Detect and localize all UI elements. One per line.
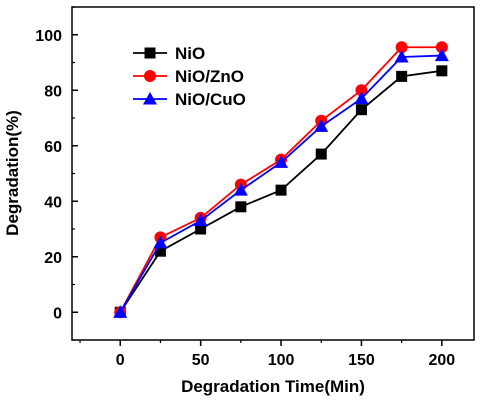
data-point <box>434 48 449 62</box>
series-nio-zno <box>114 41 448 319</box>
legend-marker <box>144 70 156 82</box>
data-point <box>355 84 368 97</box>
x-tick-label: 0 <box>116 352 125 369</box>
data-point <box>193 213 208 227</box>
series-line <box>119 46 442 313</box>
data-point <box>314 119 329 132</box>
series-nio <box>114 65 448 318</box>
series-layer <box>113 41 449 319</box>
x-tick-label: 50 <box>192 352 210 369</box>
series-line <box>119 54 442 313</box>
x-tick-label: 200 <box>428 352 455 369</box>
y-tick-label: 0 <box>53 305 62 322</box>
data-point <box>435 41 448 54</box>
legend-marker <box>144 47 156 59</box>
data-point <box>195 223 207 235</box>
data-point <box>396 70 408 82</box>
data-point <box>153 235 168 249</box>
data-point <box>235 201 247 213</box>
axes: 0 20 40 60 80 100 0 50 100 150 200 <box>35 6 455 369</box>
x-tick-label: 150 <box>348 352 375 369</box>
legend: NiO NiO/ZnO NiO/CuO <box>133 44 246 109</box>
y-tick-label: 20 <box>44 250 62 267</box>
legend-item: NiO/ZnO <box>133 67 244 86</box>
legend-label: NiO/ZnO <box>175 67 244 86</box>
legend-item: NiO/CuO <box>133 90 246 109</box>
y-axis-title: Degradation(%) <box>3 110 22 236</box>
legend-label: NiO <box>175 44 205 63</box>
data-point <box>154 245 166 257</box>
data-point <box>274 155 289 168</box>
y-tick-label: 40 <box>44 194 62 211</box>
legend-label: NiO/CuO <box>175 90 246 109</box>
y-tick-label: 60 <box>44 139 62 156</box>
y-tick-label: 80 <box>44 83 62 100</box>
data-point <box>233 183 248 196</box>
legend-marker <box>143 92 157 105</box>
data-point <box>394 49 409 63</box>
data-point <box>355 104 367 116</box>
x-tick-label: 100 <box>268 352 295 369</box>
data-point <box>275 184 287 196</box>
data-point <box>436 65 448 77</box>
y-tick-label: 100 <box>35 28 62 45</box>
x-axis-title: Degradation Time(Min) <box>181 377 365 396</box>
data-point <box>315 148 327 160</box>
data-point <box>354 91 369 105</box>
data-point <box>395 41 408 54</box>
legend-item: NiO <box>133 44 205 63</box>
series-nio-cuo <box>113 48 449 318</box>
data-point <box>113 305 128 318</box>
